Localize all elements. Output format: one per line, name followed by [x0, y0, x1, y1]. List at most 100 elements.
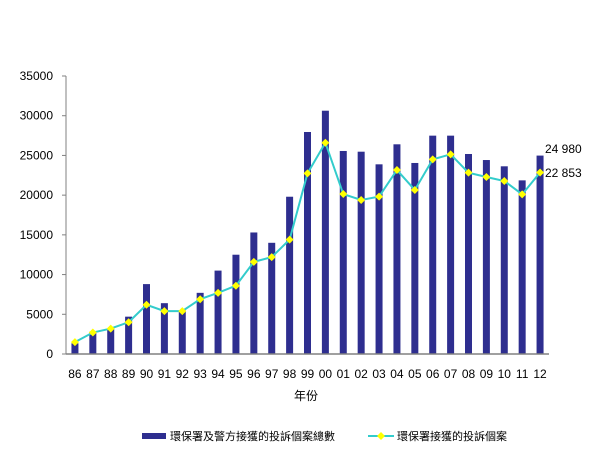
x-tick-label: 99 [301, 367, 315, 381]
x-tick-label: 11 [516, 367, 529, 381]
x-tick-label: 89 [122, 367, 136, 381]
bar [339, 150, 347, 354]
line-marker [321, 138, 330, 147]
legend-bar-swatch [142, 433, 166, 439]
bar [393, 144, 401, 354]
y-tick-label: 35000 [20, 69, 54, 83]
bar [500, 166, 508, 354]
y-axis: 0 5000 10000 15000 20000 25000 30000 35000 [20, 69, 67, 361]
line-marker [392, 166, 401, 175]
x-tick-label: 86 [68, 367, 82, 381]
bar [375, 164, 383, 354]
x-tick-label: 96 [247, 367, 261, 381]
x-axis-label: 年份 [294, 389, 318, 403]
y-tick-label: 20000 [20, 188, 54, 202]
line-marker [142, 300, 151, 309]
y-tick-label: 25000 [20, 148, 54, 162]
bar [160, 303, 168, 354]
x-tick-label: 91 [158, 367, 172, 381]
line-marker [339, 190, 348, 199]
x-tick-label: 08 [462, 367, 476, 381]
legend-line-marker [377, 432, 385, 440]
line-marker [303, 169, 312, 178]
line-marker [106, 324, 115, 333]
x-axis: 86 87 88 89 90 91 92 93 94 95 96 97 98 99 00 01 02 03 04 05… [66, 353, 549, 381]
x-tick-label: 00 [319, 367, 333, 381]
x-tick-label: 88 [104, 367, 118, 381]
y-tick-label: 10000 [20, 268, 54, 282]
bar [250, 232, 258, 354]
x-tick-label: 04 [390, 367, 404, 381]
line-marker [70, 338, 79, 347]
x-tick-label: 03 [372, 367, 386, 381]
bar [482, 160, 490, 354]
legend-line-label: 環保署接獲的投訴個案 [397, 429, 507, 443]
bar [465, 153, 472, 354]
line-marker [214, 288, 223, 297]
line-series [70, 138, 545, 347]
line-marker [178, 307, 187, 316]
x-tick-label: 06 [426, 367, 440, 381]
bar [107, 328, 115, 354]
bar [357, 151, 365, 354]
x-tick-label: 90 [140, 367, 154, 381]
x-tick-label: 09 [480, 367, 494, 381]
legend-bar-label: 環保署及警方接獲的投訴個案總數 [170, 429, 335, 443]
x-tick-label: 93 [193, 367, 207, 381]
x-tick-label: 12 [533, 367, 547, 381]
bar [518, 180, 526, 354]
line-marker [160, 307, 169, 316]
y-tick-label: 15000 [20, 228, 54, 242]
line-marker [446, 150, 455, 159]
x-tick-label: 92 [176, 367, 190, 381]
line-marker [500, 177, 509, 186]
line-marker [482, 173, 491, 182]
line-marker [428, 155, 437, 164]
y-tick-label: 0 [46, 347, 53, 361]
x-tick-label: 98 [283, 367, 297, 381]
line-marker [267, 253, 276, 262]
bar [196, 292, 204, 354]
line-marker [536, 168, 545, 177]
line-marker [124, 318, 133, 327]
bar [429, 135, 437, 354]
x-tick-label: 94 [211, 367, 225, 381]
bar [214, 270, 222, 354]
line-marker [518, 190, 527, 199]
line-marker [196, 295, 205, 304]
bar [411, 162, 419, 354]
line-marker [88, 328, 97, 337]
bar [304, 131, 311, 354]
line-marker [357, 195, 366, 204]
x-tick-label: 02 [354, 367, 368, 381]
bar [89, 331, 97, 354]
y-tick-label: 5000 [26, 307, 53, 321]
x-tick-label: 01 [337, 367, 351, 381]
bar [125, 316, 133, 354]
bar [286, 196, 294, 354]
bar [143, 284, 150, 354]
bar [321, 110, 329, 354]
annotation-bar-last: 24 980 [545, 142, 582, 156]
legend: 環保署及警方接獲的投訴個案總數 環保署接獲的投訴個案 [142, 429, 507, 443]
annotation-line-last: 22 853 [545, 166, 582, 180]
x-tick-label: 97 [265, 367, 279, 381]
bar [268, 242, 276, 354]
x-tick-label: 10 [498, 367, 512, 381]
x-tick-label: 87 [86, 367, 100, 381]
x-tick-label: 05 [408, 367, 422, 381]
line-marker [410, 185, 419, 194]
bar [232, 254, 240, 354]
y-tick-label: 30000 [20, 109, 54, 123]
bar [536, 155, 544, 354]
x-tick-label: 07 [444, 367, 458, 381]
bar-series [71, 110, 544, 354]
line-marker [464, 168, 473, 177]
line-marker [285, 235, 294, 244]
line-marker [249, 257, 258, 266]
line-marker [375, 192, 384, 201]
bar [178, 310, 186, 354]
x-tick-label: 95 [229, 367, 243, 381]
line-marker [231, 281, 240, 290]
